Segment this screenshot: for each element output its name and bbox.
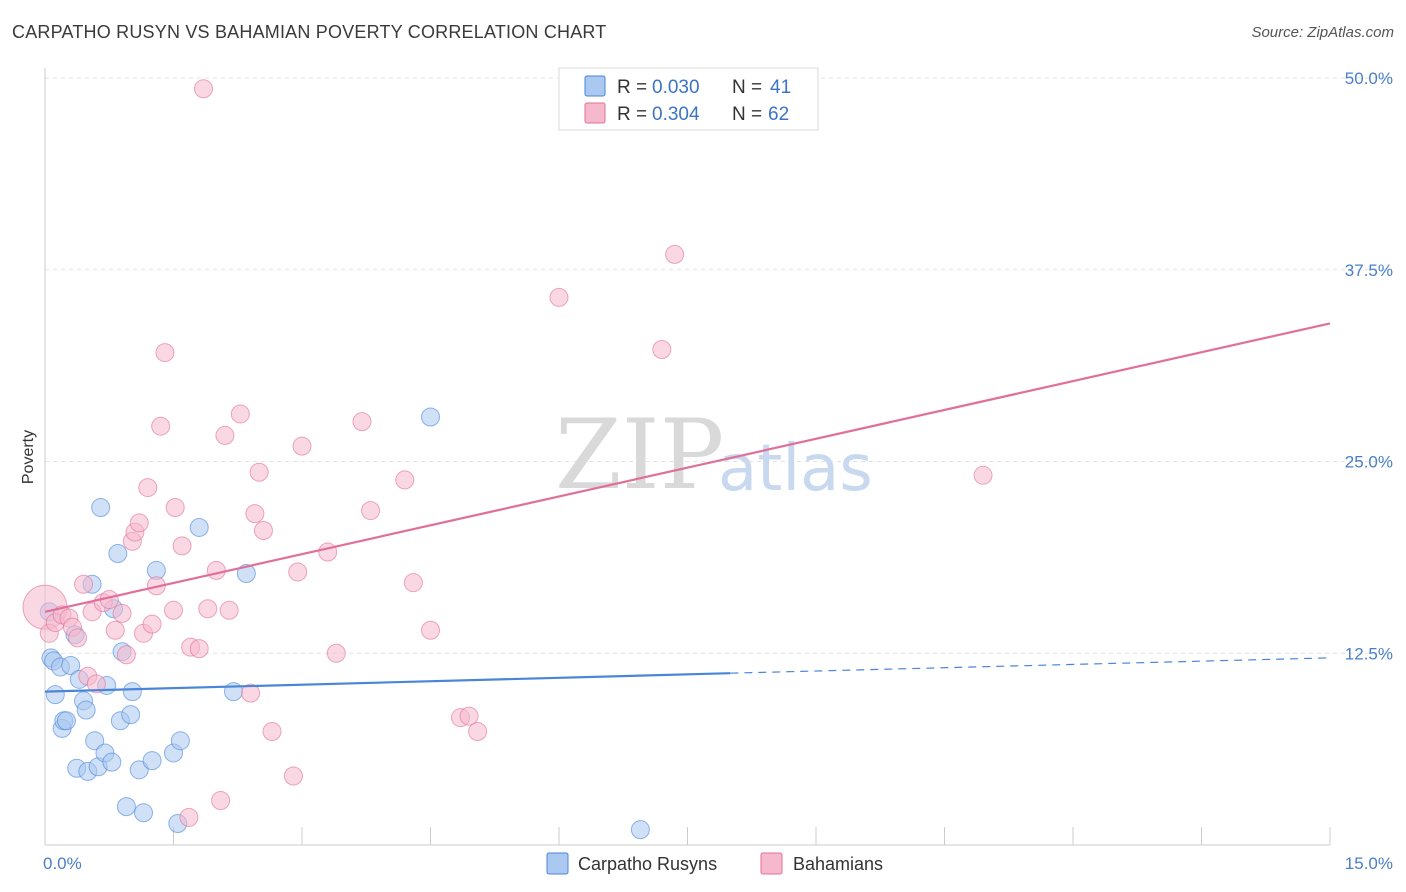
x-tick-label: 0.0% (43, 854, 82, 873)
legend-label-bahamians: Bahamians (793, 854, 883, 874)
data-point (283, 766, 303, 786)
data-point (116, 645, 136, 665)
y-tick-label: 25.0% (1345, 453, 1393, 472)
data-point (112, 603, 132, 623)
data-point (249, 462, 269, 482)
data-point (151, 416, 171, 436)
data-point (179, 807, 199, 827)
data-point (86, 674, 106, 694)
data-point (122, 682, 142, 702)
axes (44, 68, 1331, 846)
data-point (352, 412, 372, 432)
legend-label-rusyns: Carpatho Rusyns (578, 854, 717, 874)
data-point (172, 536, 192, 556)
data-point (193, 79, 213, 99)
data-point (288, 562, 308, 582)
data-point (403, 573, 423, 593)
data-point (121, 705, 141, 725)
data-point (142, 614, 162, 634)
data-point (198, 599, 218, 619)
data-point (318, 542, 338, 562)
series-legend: Carpatho Rusyns Bahamians (546, 852, 883, 875)
data-point (236, 563, 256, 583)
trend-lines (44, 322, 1331, 693)
data-point (165, 498, 185, 518)
legend-n-value: 41 (770, 77, 791, 98)
data-point (56, 711, 76, 731)
data-point (973, 465, 993, 485)
data-points (22, 79, 993, 840)
data-point (241, 683, 261, 703)
data-point (142, 751, 162, 771)
chart-title: CARPATHO RUSYN VS BAHAMIAN POVERTY CORRE… (12, 22, 607, 42)
data-point (170, 731, 190, 751)
legend-swatch-bahamians (760, 852, 783, 875)
legend-r-label: R = (617, 77, 647, 98)
data-point (665, 244, 685, 264)
data-point (549, 287, 569, 307)
data-point (253, 521, 273, 541)
source-credit: Source: ZipAtlas.com (1251, 24, 1394, 41)
data-point (262, 721, 282, 741)
legend-r-label: R = (617, 104, 647, 125)
y-tick-label: 37.5% (1345, 261, 1393, 280)
data-point (85, 731, 105, 751)
data-point (468, 721, 488, 741)
data-point (292, 436, 312, 456)
data-point (61, 656, 81, 676)
y-tick-label: 12.5% (1345, 644, 1393, 663)
data-point (116, 797, 136, 817)
data-point (189, 639, 209, 659)
data-point (421, 620, 440, 640)
data-point (129, 760, 149, 780)
data-point (326, 643, 346, 663)
data-point (395, 470, 415, 490)
tick-labels: 12.5% 25.0% 37.5% 50.0% 0.0% 15.0% (43, 69, 1393, 873)
data-point (459, 706, 479, 726)
x-tick-label: 15.0% (1345, 854, 1393, 873)
legend-n-label: N = (732, 77, 762, 98)
data-point (129, 513, 149, 533)
trend-line-extension (730, 657, 1331, 674)
data-point (361, 501, 381, 521)
data-point (45, 685, 65, 705)
legend-swatch-bahamians (584, 102, 606, 124)
data-point (230, 404, 250, 424)
legend-n-value: 62 (768, 104, 789, 125)
legend-n-label: N = (732, 104, 762, 125)
data-point (108, 544, 128, 564)
data-point (421, 407, 440, 427)
data-point (155, 343, 175, 363)
legend-r-value: 0.304 (652, 104, 700, 125)
data-point (652, 340, 672, 360)
y-axis-label: Poverty (20, 430, 37, 484)
y-tick-label: 50.0% (1345, 69, 1393, 88)
grid-lines (45, 77, 1390, 654)
legend-r-value: 0.030 (652, 77, 700, 98)
data-point (630, 820, 650, 840)
data-point (245, 504, 265, 524)
data-point (68, 628, 88, 648)
data-point (134, 803, 154, 823)
data-point (219, 600, 239, 620)
data-point (206, 560, 226, 580)
trend-line (44, 672, 731, 693)
correlation-legend: R = 0.030 N = 41 R = 0.304 N = 62 (558, 67, 819, 131)
data-point (189, 517, 209, 537)
data-point (164, 600, 183, 620)
data-point (105, 620, 125, 640)
data-point (76, 700, 96, 720)
trend-line (44, 322, 1331, 613)
data-point (215, 425, 235, 445)
data-point (74, 574, 94, 594)
legend-swatch-rusyns (584, 75, 606, 97)
legend-swatch-rusyns (546, 852, 569, 875)
data-point (138, 478, 158, 498)
data-point (211, 791, 231, 811)
watermark-zip: ZIP (555, 399, 724, 511)
data-point (91, 498, 111, 518)
data-point (102, 752, 122, 772)
